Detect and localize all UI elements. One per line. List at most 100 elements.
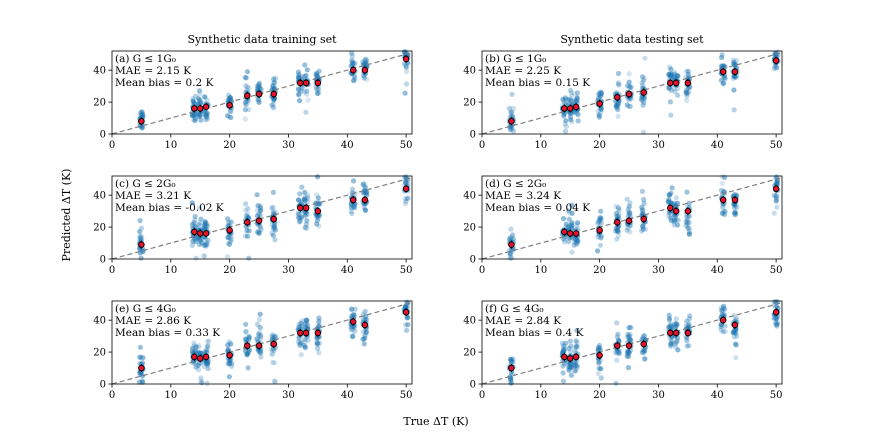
scatter-point: [560, 378, 567, 384]
scatter-point: [626, 71, 632, 77]
scatter-point: [198, 117, 204, 123]
scatter-point: [507, 235, 513, 241]
scatter-point: [507, 124, 513, 130]
x-tick-label: 10: [164, 390, 177, 401]
scatter-point: [719, 52, 725, 58]
scatter-point: [302, 321, 308, 327]
scatter-point: [314, 90, 320, 97]
scatter-point: [297, 341, 303, 347]
scatter-point: [685, 85, 692, 91]
scatter-point: [226, 241, 233, 247]
scatter-point: [560, 347, 566, 354]
scatter-point: [616, 349, 622, 356]
scatter-point: [573, 99, 579, 105]
scatter-point: [571, 98, 578, 104]
scatter-point: [685, 325, 691, 331]
scatter-point: [196, 97, 202, 103]
x-tick-label: 30: [652, 265, 665, 276]
scatter-point: [639, 204, 645, 210]
scatter-point: [140, 111, 146, 117]
scatter-point: [567, 96, 573, 102]
scatter-point: [137, 235, 143, 241]
scatter-point: [640, 210, 646, 216]
scatter-point: [302, 339, 308, 345]
scatter-point: [204, 114, 210, 120]
scatter-point: [667, 325, 673, 331]
scatter-point: [361, 333, 367, 339]
scatter-point: [720, 329, 726, 335]
scatter-point: [246, 347, 252, 353]
scatter-point: [202, 241, 208, 248]
scatter-point: [667, 199, 674, 205]
x-tick-label: 20: [223, 140, 236, 151]
scatter-point: [666, 192, 672, 198]
mean-marker: [666, 329, 674, 337]
mean-marker: [508, 117, 515, 125]
scatter-point: [244, 69, 250, 75]
scatter-point: [718, 77, 724, 83]
scatter-point: [614, 320, 620, 326]
scatter-point: [228, 108, 234, 114]
scatter-point: [298, 321, 304, 327]
scatter-point: [508, 253, 514, 259]
scatter-point: [198, 375, 204, 381]
scatter-point: [722, 76, 728, 82]
scatter-point: [401, 49, 407, 55]
scatter-point: [616, 207, 622, 213]
scatter-point: [138, 255, 144, 261]
scatter-point: [573, 367, 579, 373]
scatter-point: [672, 88, 678, 95]
scatter-point: [270, 204, 276, 210]
scatter-point: [666, 191, 672, 198]
scatter-point: [560, 97, 567, 103]
panel-label: (c) G ≤ 2G₀: [115, 178, 176, 190]
mean-marker: [566, 355, 574, 362]
scatter-point: [509, 233, 515, 239]
scatter-point: [509, 125, 515, 131]
scatter-point: [674, 338, 681, 344]
scatter-point: [596, 360, 602, 366]
scatter-point: [666, 197, 672, 203]
scatter-point: [351, 204, 357, 210]
scatter-point: [573, 344, 579, 350]
scatter-point: [732, 209, 738, 215]
scatter-point: [361, 309, 368, 315]
scatter-point: [298, 339, 304, 345]
scatter-point: [597, 220, 603, 226]
scatter-point: [197, 220, 203, 226]
scatter-point: [640, 82, 646, 89]
scatter-point: [613, 380, 619, 386]
scatter-point: [598, 109, 604, 116]
scatter-point: [772, 51, 778, 57]
scatter-point: [138, 236, 144, 242]
scatter-point: [364, 327, 370, 333]
mae-text: MAE = 3.21 K: [115, 190, 191, 202]
scatter-point: [225, 254, 231, 260]
scatter-point: [229, 360, 235, 367]
scatter-point: [226, 219, 232, 225]
scatter-point: [567, 349, 574, 355]
scatter-point: [296, 92, 302, 98]
scatter-point: [628, 96, 634, 102]
scatter-point: [672, 69, 678, 75]
scatter-point: [299, 318, 305, 324]
scatter-point: [404, 315, 410, 321]
scatter-point: [673, 338, 680, 344]
scatter-point: [614, 334, 621, 340]
scatter-point: [720, 63, 726, 69]
scatter-point: [198, 99, 204, 105]
scatter-point: [627, 84, 633, 90]
scatter-point: [627, 200, 633, 206]
mean-marker: [731, 68, 739, 75]
mean-marker: [772, 308, 780, 316]
scatter-point: [627, 210, 633, 216]
scatter-point: [666, 312, 672, 318]
scatter-point: [270, 101, 276, 107]
scatter-point: [243, 336, 249, 343]
scatter-point: [269, 205, 275, 211]
scatter-point: [203, 243, 209, 249]
scatter-point: [138, 110, 144, 116]
scatter-point: [671, 75, 677, 81]
axes-frame: [481, 50, 783, 135]
scatter-point: [719, 54, 725, 61]
